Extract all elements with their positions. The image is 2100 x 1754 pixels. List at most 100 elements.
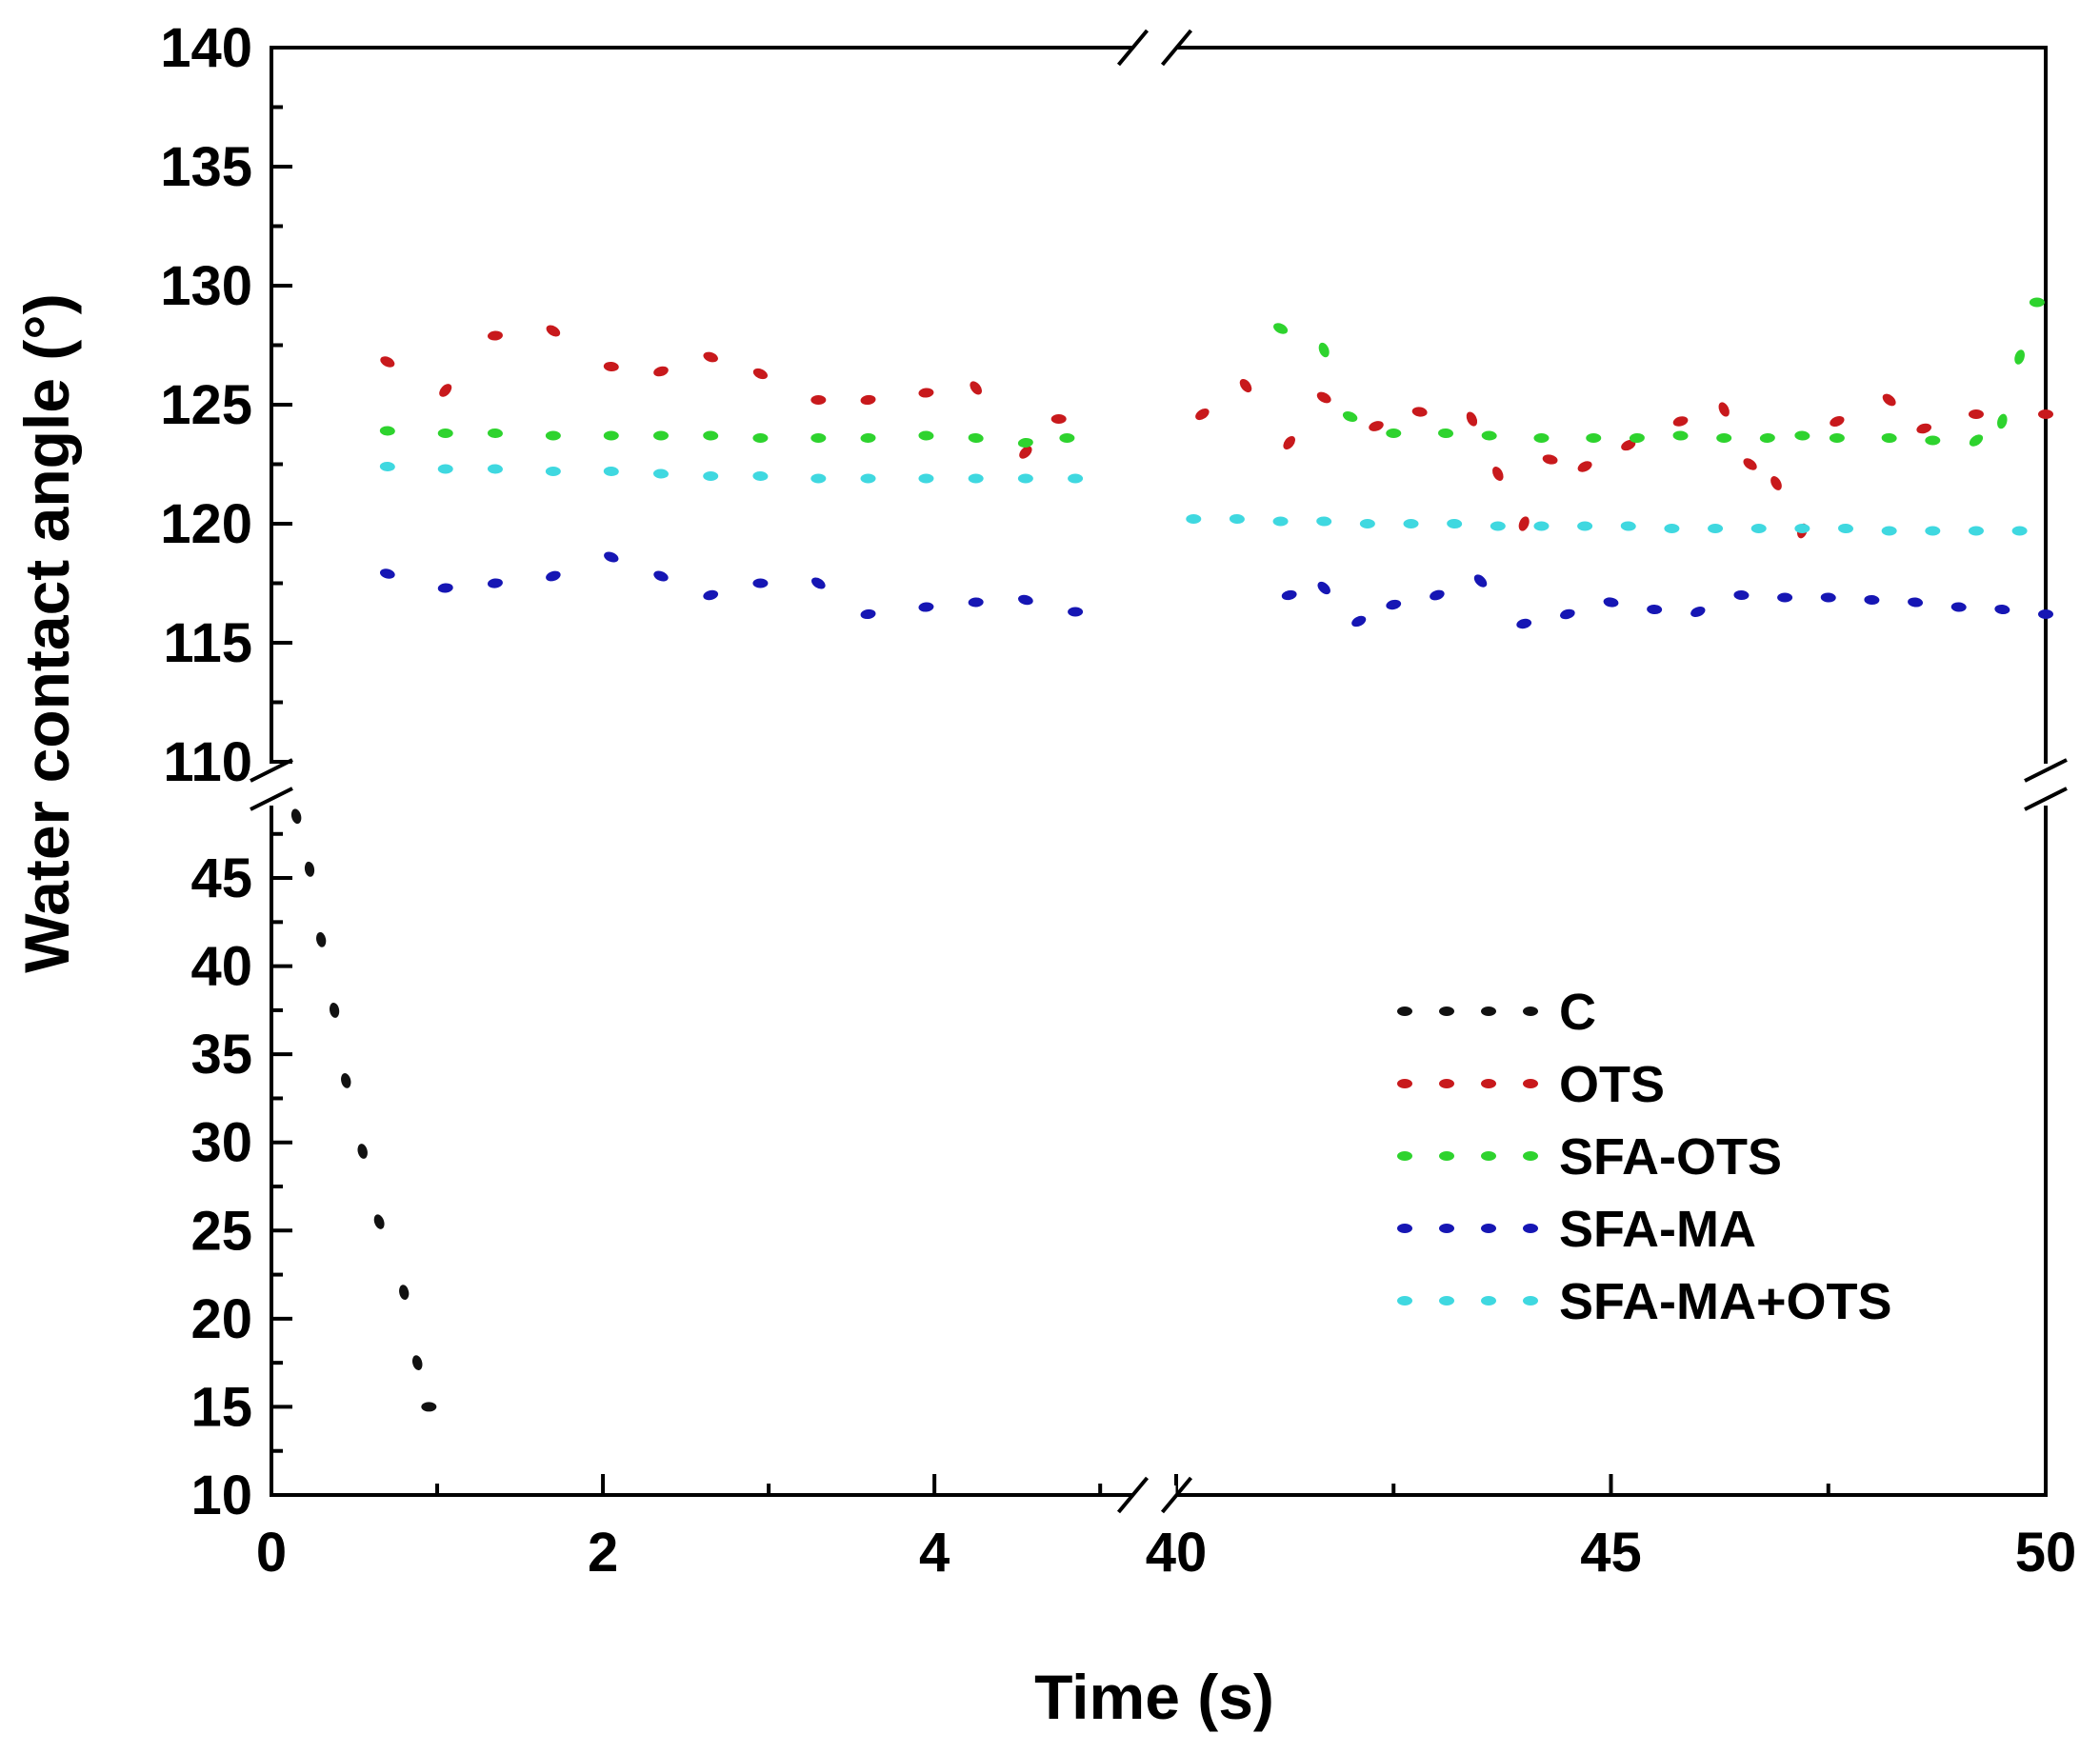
x-break-gap: [1133, 1485, 1176, 1505]
data-point: [1386, 429, 1402, 438]
data-point: [1017, 473, 1033, 484]
legend-marker: [1439, 1296, 1454, 1306]
data-point: [1759, 432, 1775, 444]
data-point: [439, 384, 452, 397]
data-point: [1542, 454, 1558, 465]
data-point: [1577, 521, 1593, 531]
data-point: [1621, 439, 1636, 451]
data-point: [703, 589, 719, 601]
data-point: [1316, 391, 1331, 404]
data-point: [1317, 581, 1330, 595]
data-point: [373, 1214, 385, 1229]
data-point: [330, 1002, 340, 1018]
data-point: [811, 577, 826, 589]
data-point: [1820, 592, 1836, 603]
series-sfa-ma: [379, 551, 2053, 629]
data-point: [1386, 599, 1402, 610]
y-tick-label: 40: [190, 936, 252, 998]
data-point: [652, 468, 669, 479]
data-point: [603, 466, 619, 477]
legend-item: OTS: [1397, 1056, 1665, 1113]
data-point: [653, 570, 669, 582]
data-point: [341, 1073, 351, 1088]
data-point: [357, 1144, 368, 1159]
data-point: [1794, 430, 1810, 441]
data-point: [1708, 524, 1724, 533]
data-point: [752, 578, 769, 588]
data-point: [2038, 409, 2053, 419]
data-point: [1647, 604, 1663, 615]
legend-marker: [1481, 1296, 1496, 1306]
data-point: [1490, 521, 1506, 531]
data-point: [810, 395, 827, 405]
data-point: [437, 583, 453, 593]
data-point: [1716, 433, 1732, 443]
legend-marker: [1481, 1151, 1496, 1161]
data-point: [1620, 521, 1636, 531]
data-point: [752, 368, 768, 380]
data-point: [1518, 516, 1530, 531]
data-point: [546, 570, 561, 582]
data-point: [379, 426, 395, 436]
data-point: [1830, 415, 1845, 428]
data-point: [1068, 473, 1084, 484]
data-point: [1447, 518, 1463, 529]
y-tick-label: 135: [160, 136, 252, 198]
data-point: [1473, 574, 1488, 588]
x-tick-label: 40: [1146, 1522, 1208, 1584]
data-point: [1777, 592, 1793, 603]
data-point: [1186, 514, 1202, 524]
data-point: [1968, 526, 1984, 536]
data-point: [399, 1285, 410, 1301]
data-point: [752, 433, 769, 443]
legend: C OTS SFA-OTS SFA-MA SFA-MA+OTS: [1397, 984, 1892, 1330]
data-point: [1068, 607, 1084, 617]
data-point: [1318, 342, 1330, 358]
legend-marker: [1439, 1007, 1454, 1016]
series-sfa-ots: [379, 297, 2045, 448]
axis-break-marks: [250, 29, 2068, 1514]
data-point: [810, 473, 827, 484]
data-point: [1281, 589, 1297, 601]
legend-marker: [1481, 1224, 1496, 1233]
legend-label: SFA-MA: [1559, 1201, 1756, 1258]
data-point: [810, 433, 827, 443]
x-break-slash: [1116, 29, 1150, 67]
legend-marker: [1523, 1079, 1538, 1088]
data-point: [437, 464, 453, 474]
series-sfa-ma-ots: [379, 461, 2028, 536]
data-point: [1466, 411, 1478, 427]
legend-marker: [1439, 1224, 1454, 1233]
data-point: [703, 430, 719, 441]
data-point: [379, 461, 395, 472]
data-point: [1430, 589, 1445, 601]
data-point: [1283, 435, 1295, 450]
data-point: [1733, 589, 1750, 601]
data-point: [1916, 423, 1932, 434]
x-tick-label: 45: [1580, 1522, 1642, 1584]
legend-item: SFA-MA+OTS: [1397, 1273, 1892, 1330]
data-point: [604, 551, 619, 563]
x-tick-label: 2: [588, 1522, 618, 1584]
data-point: [1794, 524, 1810, 533]
y-tick-label: 120: [160, 493, 252, 555]
data-point: [968, 597, 984, 608]
data-point: [1997, 413, 2008, 429]
data-point: [1968, 409, 1984, 419]
x-break-slash: [1116, 1476, 1150, 1514]
data-point: [1533, 433, 1550, 443]
data-point: [1403, 519, 1419, 528]
legend-label: SFA-OTS: [1559, 1128, 1782, 1186]
data-point: [1481, 430, 1497, 441]
data-point: [918, 473, 934, 484]
data-point: [1881, 432, 1897, 444]
data-point: [918, 388, 934, 398]
data-point: [918, 430, 934, 441]
data-point: [1273, 323, 1289, 334]
legend-marker: [1523, 1151, 1538, 1161]
data-point: [1864, 594, 1880, 606]
data-point: [1743, 458, 1757, 470]
data-point: [1664, 524, 1680, 533]
data-point: [290, 808, 302, 825]
data-point: [860, 432, 876, 444]
